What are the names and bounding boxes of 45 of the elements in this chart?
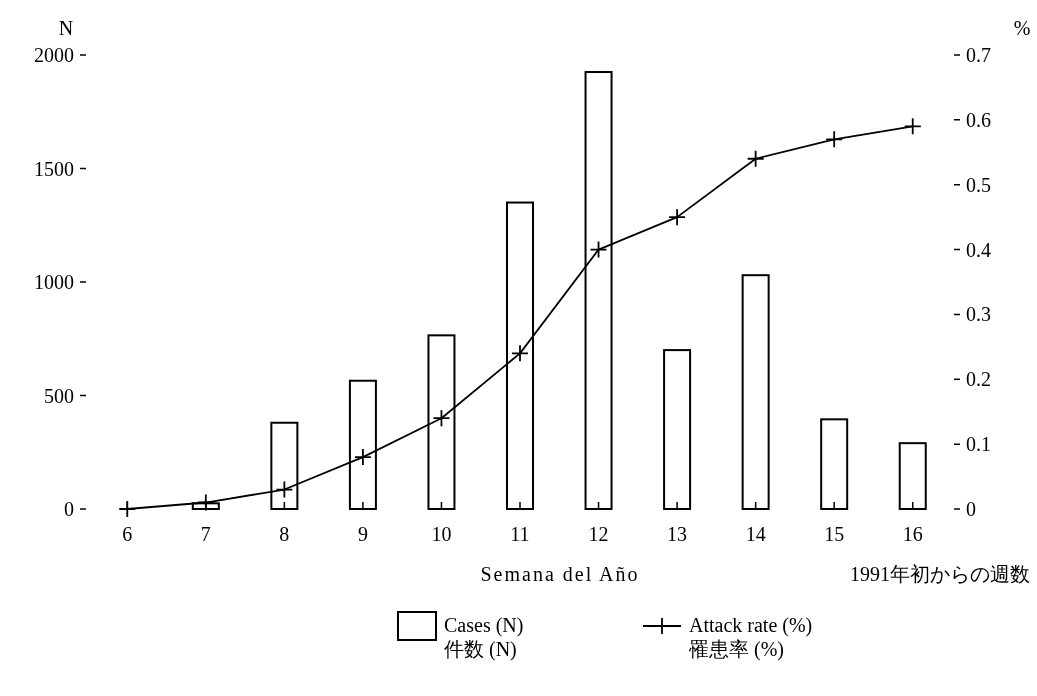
x-tick-label: 6 (122, 523, 133, 545)
y-tick-label: 1500 (34, 157, 74, 180)
y2-tick-label: 0.7 (966, 44, 991, 66)
x-tick-label: 16 (902, 523, 923, 545)
y-tick-label: 0 (64, 498, 74, 520)
y2-tick-label: 0.4 (966, 238, 991, 261)
bar (663, 349, 692, 510)
x-tick-label: 10 (431, 523, 452, 545)
x-tick-label: 12 (588, 523, 609, 545)
y-tick-label: 2000 (34, 44, 74, 66)
y2-tick-label: 0 (966, 498, 976, 520)
bar (898, 442, 927, 510)
x-tick-label: 15 (824, 523, 845, 545)
point (432, 409, 451, 428)
y2-axis-title: % (1013, 17, 1031, 39)
y2-tick-label: 0.1 (966, 433, 991, 456)
x-tick-label: 7 (200, 523, 211, 545)
y2-tick-label: 0.6 (966, 108, 991, 131)
point (196, 493, 215, 512)
x-axis-title: Semana del Año (480, 563, 640, 585)
point (746, 149, 765, 168)
y2-tick-label: 0.3 (966, 303, 991, 326)
point (275, 480, 294, 499)
point (118, 500, 137, 518)
point (668, 208, 686, 227)
legend-label: Cases (N) 件数 (N) (444, 614, 524, 661)
point (511, 344, 529, 363)
x-tick-label: 11 (510, 523, 530, 545)
x-tick-label: 8 (279, 523, 290, 545)
bar (820, 418, 849, 510)
y-axis-title: N (58, 17, 74, 39)
point (903, 117, 922, 136)
legend-label: Attack rate (%) 罹患率 (%) (688, 614, 813, 661)
y-tick-label: 500 (44, 384, 74, 407)
bar (741, 274, 770, 510)
point (354, 448, 372, 467)
x-tick-label: 13 (667, 523, 688, 545)
y2-tick-label: 0.5 (966, 173, 991, 196)
x-tick-label: 9 (357, 523, 368, 545)
y-tick-label: 1000 (34, 271, 74, 293)
point (589, 240, 608, 259)
y2-tick-label: 0.2 (966, 368, 991, 391)
text: 1991年初からの週数 (850, 563, 1030, 585)
x-tick-label: 14 (745, 523, 766, 545)
point (825, 130, 844, 149)
